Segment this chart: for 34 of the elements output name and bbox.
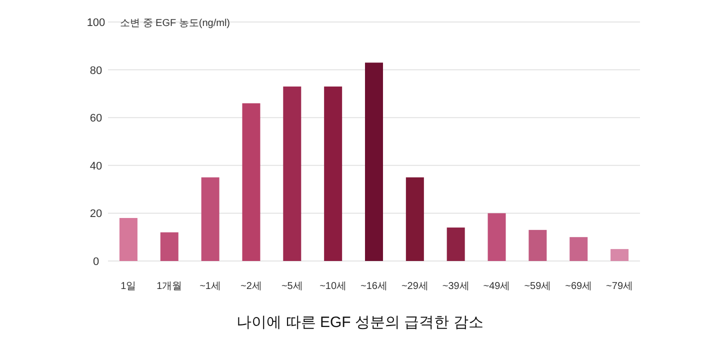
bar xyxy=(406,177,424,261)
y-tick-label: 40 xyxy=(90,160,102,172)
x-tick-label: ~39세 xyxy=(442,281,470,292)
y-tick-label: 20 xyxy=(90,208,102,220)
x-tick-label: ~79세 xyxy=(606,281,634,292)
bar xyxy=(570,237,588,261)
bar xyxy=(242,103,260,261)
bar xyxy=(488,213,506,261)
x-tick-label: ~2세 xyxy=(240,281,262,292)
x-tick-label: ~10세 xyxy=(320,281,347,292)
bar xyxy=(160,232,178,261)
x-tick-label: ~59세 xyxy=(524,281,552,292)
x-tick-label: ~49세 xyxy=(483,281,510,292)
y-tick-label: 80 xyxy=(90,64,102,77)
x-tick-label: 1일 xyxy=(120,281,136,292)
bar xyxy=(528,230,547,261)
y-axis-title: 소변 중 EGF 농도(ng/ml) xyxy=(120,18,230,29)
bar xyxy=(119,218,138,261)
bar xyxy=(324,86,342,261)
x-tick-label: ~69세 xyxy=(565,281,592,292)
x-tick-label: ~16세 xyxy=(360,281,388,292)
bar xyxy=(610,249,629,261)
y-tick-label: 0 xyxy=(92,256,100,268)
bar xyxy=(283,86,302,261)
y-tick-label: 60 xyxy=(90,112,102,125)
y-tick-label: 100 xyxy=(86,17,106,29)
x-tick-label: 1개월 xyxy=(156,281,182,292)
x-tick-label: ~29세 xyxy=(401,281,428,292)
bar xyxy=(365,62,383,261)
x-tick-label: ~5세 xyxy=(281,281,303,292)
text: 나이에 따른 EGF 성분의 급격한 감소 xyxy=(236,314,484,331)
bar xyxy=(446,228,465,261)
bar xyxy=(201,177,220,261)
x-tick-label: ~1세 xyxy=(200,281,222,292)
